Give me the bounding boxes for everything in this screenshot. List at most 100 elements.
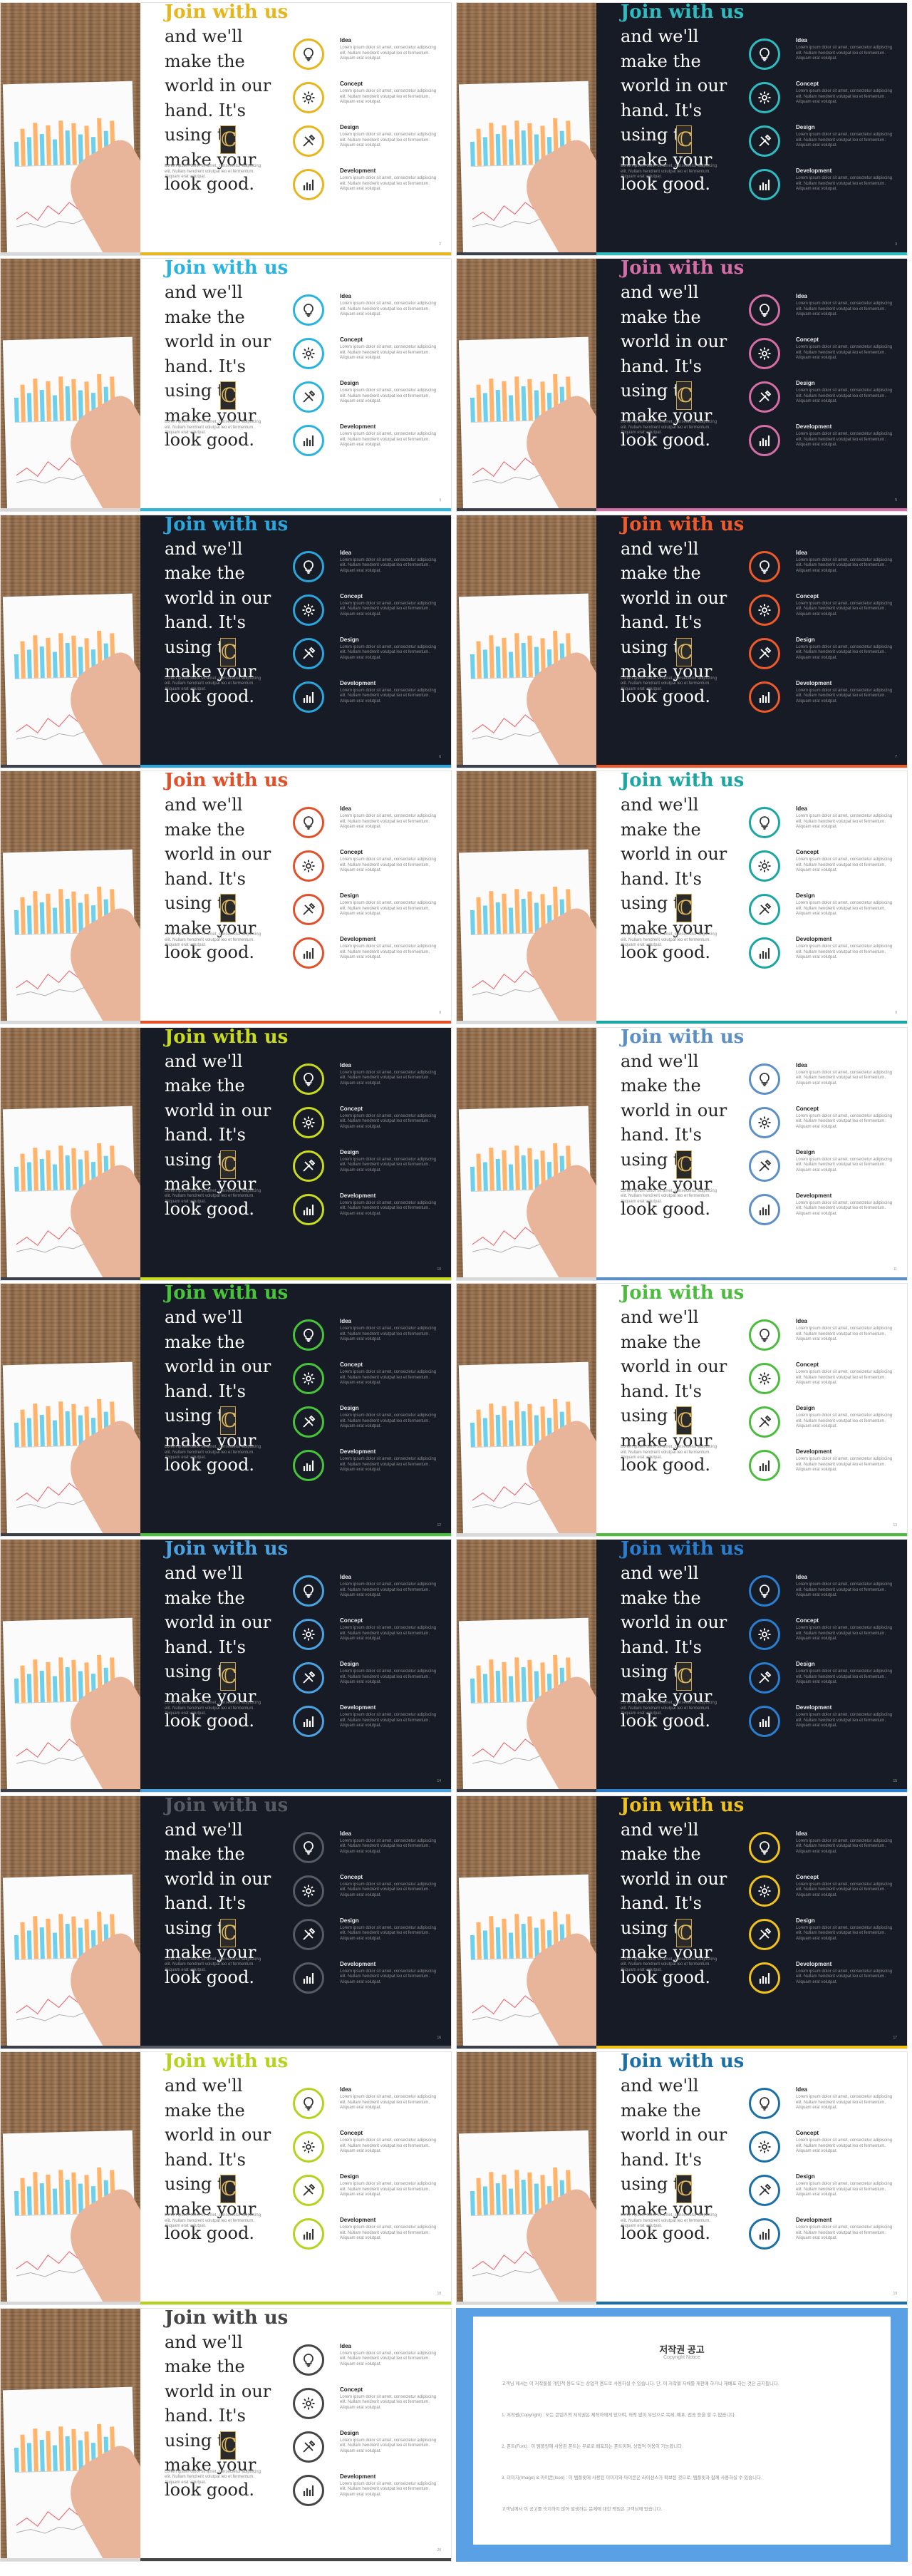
paper-bar (495, 2183, 501, 2215)
slide-thumbnail[interactable]: Join with us and we'll make the world in … (0, 1539, 452, 1793)
feature-item: Design Lorem ipsum dolor sit amet, consec… (749, 124, 898, 168)
bottom-left-bar (1, 2557, 140, 2561)
slide-thumbnail[interactable]: Join with us and we'll make the world in … (456, 1539, 908, 1793)
page-number: 14 (437, 1779, 441, 1784)
slide-caption: Lorem ipsum dolor sit amet, consectetur … (621, 2213, 717, 2229)
feature-description: Lorem ipsum dolor sit amet, consectetur … (340, 2481, 437, 2497)
feature-description: Lorem ipsum dolor sit amet, consectetur … (796, 557, 893, 573)
feature-title: Concept (796, 592, 819, 599)
slide-thumbnail[interactable]: Join with us and we'll make the world in … (0, 514, 452, 768)
slide-thumbnail[interactable]: Join with us and we'll make the world in … (456, 1795, 908, 2049)
paper-bar (502, 1662, 507, 1703)
feature-title: Concept (340, 81, 363, 87)
lightbulb-icon (760, 1840, 770, 1855)
slide-thumbnail[interactable]: Join with us and we'll make the world in … (456, 771, 908, 1025)
tools-icon (759, 1159, 772, 1172)
feature-icon-ring (749, 125, 780, 157)
feature-title: Design (340, 1405, 359, 1411)
gear-icon (302, 2140, 315, 2153)
feature-description: Lorem ipsum dolor sit amet, consectetur … (796, 2095, 893, 2111)
slide-title: Join with us (621, 1539, 745, 1560)
feature-description: Lorem ipsum dolor sit amet, consectetur … (340, 2394, 437, 2410)
bottom-left-bar (1, 764, 140, 768)
paper-bar (58, 633, 64, 678)
desk-photo (457, 771, 596, 1024)
slide-thumbnail[interactable]: Join with us and we'll make the world in … (0, 2051, 452, 2306)
bottom-left-bar (1, 252, 140, 255)
paper-bar (489, 891, 494, 934)
paper-bar (476, 1153, 482, 1191)
feature-icon-ring (749, 1363, 780, 1394)
slide-thumbnail[interactable]: Join with us and we'll make the world in … (456, 2051, 908, 2306)
paper-bar (521, 899, 527, 934)
gear-icon (302, 2397, 315, 2410)
slide-title: Join with us (165, 1539, 289, 1560)
paper-bar (470, 910, 475, 935)
copyright-notice-slide[interactable]: 저작권 공고 Copyright Notice 고객님 께서는 이 저작물을 개인적… (456, 2307, 908, 2562)
desk-photo (1, 2308, 140, 2561)
lightbulb-icon (304, 816, 314, 830)
gear-icon (302, 1885, 315, 1897)
paper-bar (46, 2431, 51, 2471)
feature-title: Idea (340, 549, 352, 556)
gear-icon (758, 2140, 771, 2153)
feature-title: Development (340, 1448, 376, 1455)
slide-caption: Lorem ipsum dolor sit amet, consectetur … (621, 1957, 717, 1972)
feature-title: Concept (340, 1361, 363, 1368)
feature-item: Development Lorem ipsum dolor sit amet, c… (293, 423, 442, 468)
accent-bar (596, 764, 907, 768)
feature-icon-ring (293, 681, 324, 713)
paper-bar (58, 376, 64, 421)
lightbulb-icon (760, 1072, 770, 1086)
slide-thumbnail[interactable]: Join with us and we'll make the world in … (0, 1283, 452, 1537)
paper-bar (26, 2442, 32, 2472)
lightbulb-icon (304, 304, 314, 318)
slide-caption: Lorem ipsum dolor sit amet, consectetur … (165, 420, 261, 436)
tools-icon (303, 2440, 316, 2453)
feature-item: Concept Lorem ipsum dolor sit amet, conse… (293, 81, 442, 125)
feature-description: Lorem ipsum dolor sit amet, consectetur … (340, 2438, 437, 2453)
paper-bar (14, 398, 19, 423)
feature-icon-ring (749, 2131, 780, 2163)
notice-paragraph: 1. 저작권(Copyright) : 모든 콘텐츠의 저작권은 제작자에게 있… (502, 2412, 736, 2418)
slide-thumbnail[interactable]: Join with us and we'll make the world in … (0, 771, 452, 1025)
slide-thumbnail[interactable]: Join with us and we'll make the world in … (0, 258, 452, 512)
logo-badge: ℂ (676, 1662, 693, 1691)
slide-thumbnail[interactable]: Join with us and we'll make the world in … (456, 1283, 908, 1537)
feature-item: Development Lorem ipsum dolor sit amet, c… (749, 1961, 898, 2005)
bar-chart-icon (759, 1204, 770, 1215)
slide-thumbnail[interactable]: Join with us and we'll make the world in … (0, 2307, 452, 2562)
slide-thumbnail[interactable]: Join with us and we'll make the world in … (456, 2, 908, 256)
slide-thumbnail[interactable]: Join with us and we'll make the world in … (456, 258, 908, 512)
bottom-left-bar (457, 1533, 596, 1536)
feature-description: Lorem ipsum dolor sit amet, consectetur … (340, 944, 437, 960)
feature-icon-ring (749, 1831, 780, 1863)
feature-title: Concept (796, 1361, 819, 1368)
paper-bar (39, 1671, 45, 1703)
page-number: 12 (437, 1523, 441, 1527)
tools-icon (759, 902, 772, 915)
feature-description: Lorem ipsum dolor sit amet, consectetur … (796, 1925, 893, 1941)
paper-bar (58, 2170, 64, 2215)
feature-title: Development (340, 936, 376, 943)
paper-bar (502, 1406, 507, 1446)
feature-icon-ring (293, 338, 324, 370)
slide-thumbnail[interactable]: Join with us and we'll make the world in … (0, 1795, 452, 2049)
paper-bar (39, 902, 45, 934)
slide-thumbnail[interactable]: Join with us and we'll make the world in … (456, 514, 908, 768)
feature-icon-ring (293, 1875, 324, 1907)
paper-bar (521, 130, 527, 165)
feature-item: Development Lorem ipsum dolor sit amet, c… (749, 168, 898, 212)
paper-bar (46, 1150, 51, 1190)
feature-icon-ring (749, 1918, 780, 1950)
slide-thumbnail[interactable]: Join with us and we'll make the world in … (456, 1026, 908, 1281)
bar-chart-icon (303, 180, 314, 190)
slide-thumbnail[interactable]: Join with us and we'll make the world in … (0, 1026, 452, 1281)
paper-bar (502, 893, 507, 934)
paper-bar (470, 398, 475, 423)
logo-badge: ℂ (220, 125, 237, 154)
paper-bar (71, 2428, 77, 2471)
page-number: 17 (893, 2035, 897, 2040)
bar-chart-icon (759, 2229, 770, 2240)
slide-thumbnail[interactable]: Join with us and we'll make the world in … (0, 2, 452, 256)
